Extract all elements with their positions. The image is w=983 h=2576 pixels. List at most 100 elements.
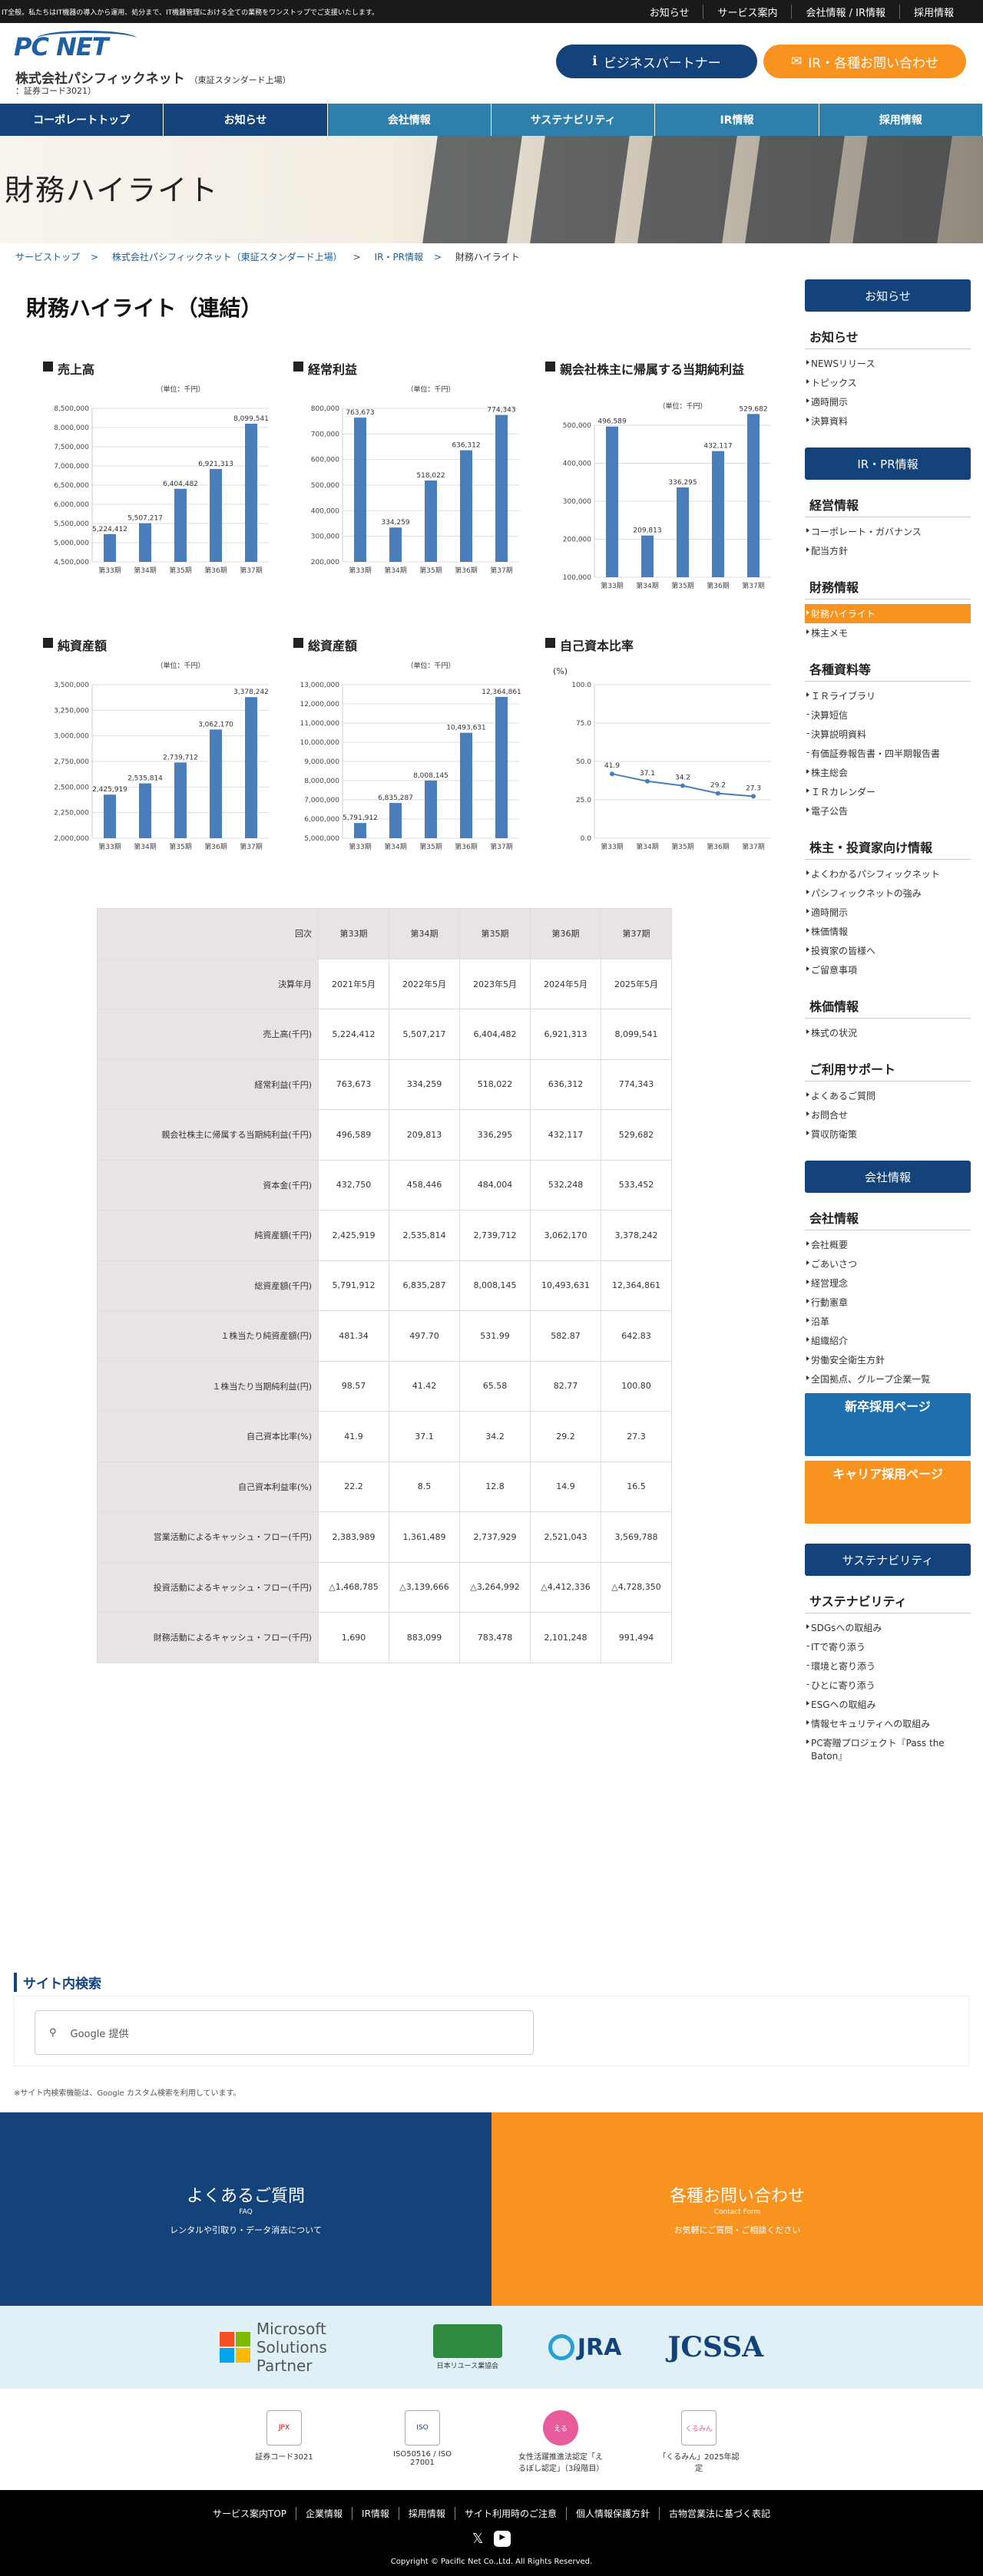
- footer-link-company[interactable]: 企業情報: [296, 2507, 352, 2520]
- sidebar-link[interactable]: 決算資料: [805, 411, 971, 431]
- sidebar-link[interactable]: パシフィックネットの強み: [805, 883, 971, 903]
- sidebar-link[interactable]: 労働安全衛生方針: [805, 1350, 971, 1369]
- sidebar-link[interactable]: SDGsへの取組み: [805, 1618, 971, 1637]
- breadcrumb-company[interactable]: 株式会社パシフィックネット（東証スタンダード上場）: [111, 252, 343, 263]
- table-row: 純資産額(千円) 2,425,919 2,535,814 2,739,712 3,062…: [97, 1210, 672, 1261]
- sidebar-mgmt-list: コーポレート・ガバナンス 配当方針: [805, 522, 971, 560]
- sidebar-link[interactable]: よくあるご質問: [805, 1086, 971, 1105]
- sidebar-link[interactable]: ESGへの取組み: [805, 1695, 971, 1714]
- footer-link-antique[interactable]: 古物営業法に基づく表記: [658, 2507, 779, 2520]
- recruit-new-banner[interactable]: 新卒採用ページ: [805, 1393, 971, 1456]
- youtube-icon[interactable]: ▶: [494, 2531, 511, 2547]
- table-row: 回次 第33期 第34期 第35期 第36期 第37期: [97, 908, 672, 959]
- business-partner-button[interactable]: ℹ ビジネスパートナー: [556, 45, 757, 78]
- breadcrumb-service-top[interactable]: サービストップ: [15, 252, 81, 263]
- logo[interactable]: PC NET: [14, 31, 137, 61]
- jcssa-logo[interactable]: JCSSA: [667, 2331, 764, 2363]
- sidebar-link[interactable]: よくわかるパシフィックネット: [805, 864, 971, 883]
- bar: [425, 780, 437, 838]
- footer-link-recruit[interactable]: 採用情報: [398, 2507, 455, 2520]
- sidebar-ir-box[interactable]: IR・PR情報: [805, 447, 971, 480]
- sidebar-link[interactable]: ＩＲカレンダー: [805, 782, 971, 801]
- jra-logo[interactable]: JRA: [548, 2334, 621, 2361]
- top-link-service[interactable]: サービス案内: [703, 4, 791, 19]
- sidebar-link[interactable]: 株式の状況: [805, 1023, 971, 1042]
- sidebar-link[interactable]: 財務ハイライト: [805, 604, 971, 623]
- table-cell: 2023年5月: [459, 958, 531, 1009]
- sidebar-link[interactable]: 株主総会: [805, 763, 971, 782]
- y-tick-label: 3,000,000: [54, 733, 89, 741]
- sidebar-link[interactable]: 決算短信: [805, 705, 971, 725]
- x-icon[interactable]: 𝕏: [472, 2531, 484, 2547]
- sidebar-link[interactable]: ITで寄り添う: [805, 1637, 971, 1656]
- microsoft-logo[interactable]: Microsoft Solutions Partner: [219, 2320, 387, 2375]
- search-input[interactable]: ⚲ Google 提供: [35, 2010, 534, 2055]
- nav-corporate-top[interactable]: コーポレートトップ: [0, 104, 164, 136]
- contact-panel[interactable]: 各種お問い合わせ Contact Form お気軽にご質問・ご相談ください: [492, 2112, 983, 2306]
- nav-recruit[interactable]: 採用情報: [819, 104, 983, 136]
- sidebar-link[interactable]: 組織紹介: [805, 1331, 971, 1350]
- bar: [210, 468, 222, 562]
- footer-link-ir[interactable]: IR情報: [352, 2507, 399, 2520]
- data-label: 8,099,541: [233, 415, 269, 423]
- sidebar-link[interactable]: NEWSリリース: [805, 354, 971, 373]
- sidebar-inv-heading: 株主・投資家向け情報: [805, 834, 971, 860]
- sidebar-link[interactable]: ＩＲライブラリ: [805, 686, 971, 705]
- sidebar-link[interactable]: 株主メモ: [805, 623, 971, 642]
- nav-company[interactable]: 会社情報: [327, 104, 492, 136]
- ir-contact-button[interactable]: ✉ IR・各種お問い合わせ: [763, 45, 966, 78]
- cert-kurumin[interactable]: くるみん 「くるみん」2025年認定: [657, 2410, 741, 2490]
- top-link-company[interactable]: 会社情報 / IR情報: [791, 4, 899, 19]
- sidebar-company-box[interactable]: 会社情報: [805, 1161, 971, 1193]
- cert-iso[interactable]: ISO ISO50516 / ISO 27001: [380, 2410, 465, 2490]
- sidebar-link[interactable]: 投資家の皆様へ: [805, 941, 971, 960]
- recruit-career-banner[interactable]: キャリア採用ページ: [805, 1461, 971, 1524]
- faq-desc: レンタルや引取り・データ消去について: [170, 2225, 322, 2235]
- sidebar-link[interactable]: 経営理念: [805, 1273, 971, 1293]
- sidebar-link[interactable]: 適時開示: [805, 903, 971, 922]
- sidebar-link[interactable]: ご留意事項: [805, 960, 971, 979]
- sidebar-link[interactable]: 適時開示: [805, 392, 971, 411]
- faq-panel[interactable]: よくあるご質問 FAQ レンタルや引取り・データ消去について: [0, 2112, 492, 2306]
- nav-ir[interactable]: IR情報: [655, 104, 819, 136]
- reuse-association-logo[interactable]: 日本リユース業協会: [432, 2324, 502, 2370]
- table-cell: 783,478: [459, 1612, 531, 1663]
- sidebar-link[interactable]: 株価情報: [805, 922, 971, 941]
- table-cell: 2,535,814: [389, 1210, 460, 1261]
- top-link-recruit[interactable]: 採用情報: [899, 4, 968, 19]
- table-cell: 第34期: [389, 908, 460, 959]
- sidebar-link[interactable]: 会社概要: [805, 1235, 971, 1254]
- sidebar-sus-box[interactable]: サステナビリティ: [805, 1544, 971, 1576]
- table-cell: 6,404,482: [459, 1009, 531, 1060]
- nav-news[interactable]: お知らせ: [164, 104, 328, 136]
- cert-jpx[interactable]: JPX 証券コード3021: [242, 2410, 326, 2490]
- sidebar-link[interactable]: ひとに寄り添う: [805, 1676, 971, 1695]
- cert-eruboshi[interactable]: える 女性活躍推進法認定「えるぼし認定」（3段階目）: [518, 2410, 604, 2490]
- sidebar-link[interactable]: 環境と寄り添う: [805, 1656, 971, 1676]
- sidebar-link[interactable]: 行動憲章: [805, 1293, 971, 1312]
- y-tick-label: 50.0: [576, 758, 591, 766]
- footer-link-privacy[interactable]: 個人情報保護方針: [565, 2507, 659, 2520]
- sidebar-link[interactable]: 電子公告: [805, 801, 971, 821]
- top-link-news[interactable]: お知らせ: [649, 7, 690, 19]
- footer-link-terms[interactable]: サイト利用時のご注意: [454, 2507, 566, 2520]
- sidebar-link[interactable]: コーポレート・ガバナンス: [805, 522, 971, 541]
- breadcrumb-ir[interactable]: IR・PR情報: [374, 252, 424, 263]
- sidebar-link[interactable]: PC寄贈プロジェクト『Pass the Baton』: [805, 1733, 971, 1765]
- sidebar-link[interactable]: 決算説明資料: [805, 725, 971, 744]
- sidebar-news-box[interactable]: お知らせ: [805, 279, 971, 312]
- sidebar-link[interactable]: 買収防衛策: [805, 1125, 971, 1144]
- sidebar-link[interactable]: 情報セキュリティへの取組み: [805, 1714, 971, 1733]
- sidebar-link[interactable]: 配当方針: [805, 541, 971, 560]
- sidebar-link[interactable]: お問合せ: [805, 1105, 971, 1125]
- sidebar-link[interactable]: トピックス: [805, 373, 971, 392]
- sidebar-link[interactable]: 沿革: [805, 1312, 971, 1331]
- footer-link-service[interactable]: サービス案内TOP: [213, 2508, 287, 2519]
- sidebar-link[interactable]: 有価証券報告書・四半期報告書: [805, 744, 971, 763]
- data-label: 432,117: [703, 443, 732, 451]
- sidebar-link[interactable]: ごあいさつ: [805, 1254, 971, 1273]
- sidebar-link[interactable]: 全国拠点、グループ企業一覧: [805, 1369, 971, 1389]
- data-label: 5,507,217: [127, 515, 163, 523]
- table-row: 親会社株主に帰属する当期純利益(千円) 496,589 209,813 336,295…: [97, 1109, 672, 1161]
- nav-sustainability[interactable]: サステナビリティ: [491, 104, 656, 136]
